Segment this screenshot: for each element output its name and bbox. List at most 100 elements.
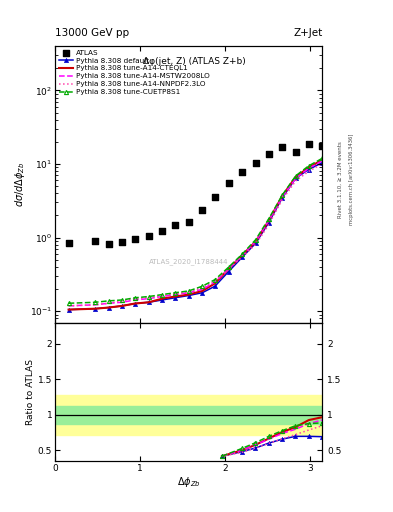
Line: Pythia 8.308 tune-A14-MSTW2008LO: Pythia 8.308 tune-A14-MSTW2008LO — [69, 161, 322, 306]
Pythia 8.308 tune-A14-CTEQL1 — [200, 288, 204, 294]
ATLAS — [265, 151, 272, 159]
Pythia 8.308 tune-CUETP8S1 — [146, 293, 151, 300]
Line: Pythia 8.308 tune-CUETP8S1: Pythia 8.308 tune-CUETP8S1 — [66, 156, 324, 305]
Pythia 8.308 tune-CUETP8S1 — [320, 155, 325, 161]
Text: mcplots.cern.ch [arXiv:1306.3436]: mcplots.cern.ch [arXiv:1306.3436] — [349, 134, 354, 225]
Pythia 8.308 tune-CUETP8S1 — [160, 291, 165, 297]
Pythia 8.308 tune-A14-MSTW2008LO — [173, 291, 177, 297]
X-axis label: $\Delta\phi_{Zb}$: $\Delta\phi_{Zb}$ — [177, 475, 200, 489]
Pythia 8.308 tune-A14-NNPDF2.3LO — [200, 285, 204, 291]
Pythia 8.308 tune-CUETP8S1 — [66, 300, 71, 306]
Pythia 8.308 tune-A14-CTEQL1 — [294, 174, 298, 180]
Pythia 8.308 tune-CUETP8S1 — [240, 251, 244, 257]
Pythia 8.308 default — [240, 254, 244, 260]
Pythia 8.308 tune-A14-MSTW2008LO — [266, 218, 271, 224]
ATLAS — [319, 142, 325, 150]
Pythia 8.308 default — [173, 295, 177, 301]
Pythia 8.308 tune-A14-CTEQL1 — [173, 293, 177, 300]
Pythia 8.308 tune-A14-MSTW2008LO — [132, 297, 137, 303]
Pythia 8.308 tune-CUETP8S1 — [213, 276, 217, 283]
Pythia 8.308 tune-A14-MSTW2008LO — [253, 238, 258, 244]
Legend: ATLAS, Pythia 8.308 default, Pythia 8.308 tune-A14-CTEQL1, Pythia 8.308 tune-A14: ATLAS, Pythia 8.308 default, Pythia 8.30… — [57, 48, 211, 96]
Pythia 8.308 tune-CUETP8S1 — [93, 299, 97, 305]
Y-axis label: $d\sigma/d\Delta\phi_{Zb}$: $d\sigma/d\Delta\phi_{Zb}$ — [13, 161, 27, 207]
Pythia 8.308 default — [132, 301, 137, 307]
Pythia 8.308 default — [320, 160, 325, 166]
Pythia 8.308 tune-A14-MSTW2008LO — [160, 293, 165, 300]
Pythia 8.308 tune-A14-NNPDF2.3LO — [146, 295, 151, 301]
Pythia 8.308 tune-A14-NNPDF2.3LO — [253, 241, 258, 247]
Pythia 8.308 tune-A14-MSTW2008LO — [226, 266, 231, 272]
Text: ATLAS_2020_I1788444: ATLAS_2020_I1788444 — [149, 259, 228, 265]
Pythia 8.308 default — [93, 306, 97, 312]
Pythia 8.308 default — [294, 175, 298, 181]
ATLAS — [119, 238, 125, 246]
Pythia 8.308 tune-A14-MSTW2008LO — [106, 300, 111, 306]
Text: Rivet 3.1.10, ≥ 3.2M events: Rivet 3.1.10, ≥ 3.2M events — [338, 141, 342, 218]
Pythia 8.308 tune-A14-NNPDF2.3LO — [160, 293, 165, 299]
ATLAS — [226, 178, 232, 186]
Pythia 8.308 tune-A14-CTEQL1 — [120, 303, 125, 309]
Text: Z+Jet: Z+Jet — [293, 28, 322, 38]
Pythia 8.308 tune-A14-NNPDF2.3LO — [294, 178, 298, 184]
ATLAS — [305, 140, 312, 148]
Pythia 8.308 tune-A14-NNPDF2.3LO — [320, 161, 325, 167]
ATLAS — [185, 218, 192, 226]
Pythia 8.308 tune-CUETP8S1 — [253, 237, 258, 243]
ATLAS — [293, 148, 299, 156]
Pythia 8.308 tune-A14-NNPDF2.3LO — [106, 300, 111, 306]
ATLAS — [199, 206, 205, 215]
Pythia 8.308 tune-A14-MSTW2008LO — [306, 165, 311, 172]
Line: Pythia 8.308 default: Pythia 8.308 default — [66, 161, 324, 312]
Pythia 8.308 tune-CUETP8S1 — [186, 288, 191, 294]
Pythia 8.308 tune-A14-NNPDF2.3LO — [186, 289, 191, 295]
Pythia 8.308 tune-A14-CTEQL1 — [213, 281, 217, 287]
Pythia 8.308 tune-A14-CTEQL1 — [306, 165, 311, 171]
Pythia 8.308 tune-A14-MSTW2008LO — [280, 194, 285, 200]
Pythia 8.308 tune-A14-MSTW2008LO — [66, 303, 71, 309]
Pythia 8.308 default — [266, 220, 271, 226]
ATLAS — [172, 221, 178, 229]
Pythia 8.308 tune-A14-NNPDF2.3LO — [240, 254, 244, 260]
Pythia 8.308 tune-A14-CTEQL1 — [240, 252, 244, 259]
Pythia 8.308 tune-A14-CTEQL1 — [93, 306, 97, 312]
Pythia 8.308 tune-A14-MSTW2008LO — [186, 290, 191, 296]
Pythia 8.308 tune-CUETP8S1 — [306, 163, 311, 169]
Pythia 8.308 default — [200, 290, 204, 296]
Pythia 8.308 tune-A14-MSTW2008LO — [240, 252, 244, 259]
Pythia 8.308 tune-CUETP8S1 — [280, 192, 285, 198]
Pythia 8.308 tune-A14-CTEQL1 — [226, 266, 231, 272]
Pythia 8.308 tune-A14-CTEQL1 — [280, 193, 285, 199]
Line: Pythia 8.308 tune-A14-NNPDF2.3LO: Pythia 8.308 tune-A14-NNPDF2.3LO — [69, 164, 322, 306]
Pythia 8.308 tune-A14-NNPDF2.3LO — [280, 197, 285, 203]
ATLAS — [159, 227, 165, 236]
Pythia 8.308 tune-A14-CTEQL1 — [132, 301, 137, 307]
Pythia 8.308 tune-A14-MSTW2008LO — [146, 295, 151, 302]
Pythia 8.308 tune-CUETP8S1 — [106, 298, 111, 304]
Pythia 8.308 default — [253, 240, 258, 246]
Pythia 8.308 tune-A14-CTEQL1 — [320, 157, 325, 163]
Pythia 8.308 tune-A14-MSTW2008LO — [294, 175, 298, 181]
ATLAS — [66, 239, 72, 247]
Pythia 8.308 default — [186, 292, 191, 298]
ATLAS — [105, 240, 112, 248]
Pythia 8.308 tune-A14-CTEQL1 — [66, 307, 71, 313]
Pythia 8.308 tune-A14-NNPDF2.3LO — [173, 291, 177, 297]
Pythia 8.308 tune-CUETP8S1 — [294, 173, 298, 179]
Pythia 8.308 default — [146, 299, 151, 305]
Text: Δφ(jet, Z) (ATLAS Z+b): Δφ(jet, Z) (ATLAS Z+b) — [143, 57, 245, 66]
Pythia 8.308 default — [106, 305, 111, 311]
Pythia 8.308 tune-A14-NNPDF2.3LO — [132, 295, 137, 302]
Pythia 8.308 default — [226, 268, 231, 274]
Pythia 8.308 default — [120, 303, 125, 309]
Pythia 8.308 tune-CUETP8S1 — [132, 295, 137, 301]
Pythia 8.308 tune-A14-NNPDF2.3LO — [93, 302, 97, 308]
ATLAS — [132, 234, 138, 243]
Pythia 8.308 tune-A14-CTEQL1 — [186, 291, 191, 297]
Pythia 8.308 tune-CUETP8S1 — [226, 264, 231, 270]
Pythia 8.308 default — [66, 307, 71, 313]
Pythia 8.308 tune-A14-NNPDF2.3LO — [66, 303, 71, 309]
Pythia 8.308 tune-CUETP8S1 — [120, 297, 125, 303]
Pythia 8.308 default — [160, 297, 165, 303]
ATLAS — [253, 159, 259, 167]
